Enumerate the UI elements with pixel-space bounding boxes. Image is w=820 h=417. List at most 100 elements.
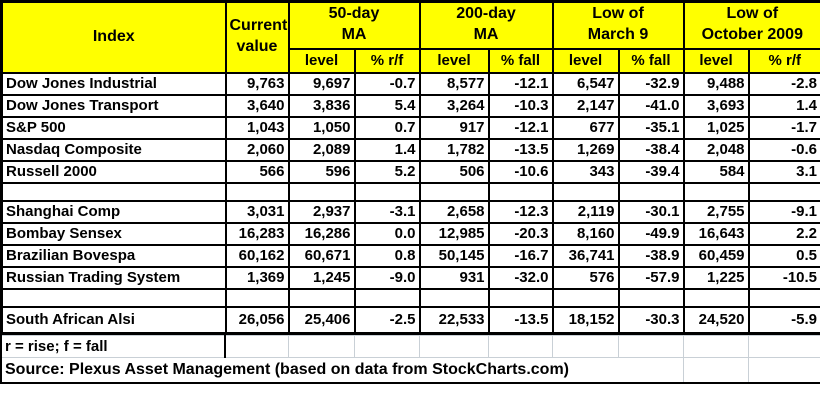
value-cell: 2,147: [551, 93, 620, 118]
value-cell: -9.0: [353, 265, 421, 290]
table-row: Dow Jones Industrial 9,763 9,697 -0.7 8,577-…: [0, 71, 820, 96]
spacer-cell: [487, 181, 554, 202]
header-row-groups: Index Current value 50-day MA 200-day MA…: [0, 0, 820, 74]
value-cell: 60,671: [287, 243, 356, 268]
header-50day-line1: 50-day: [328, 5, 380, 23]
value-cell: 566: [224, 159, 290, 184]
value-cell: -57.9: [617, 265, 685, 290]
value-cell: 3,031: [224, 199, 290, 224]
value-cell: 0.7: [353, 115, 421, 140]
header-current-line1: Current: [229, 17, 288, 35]
value-cell: -49.9: [617, 221, 685, 246]
value-cell: 2,048: [682, 137, 750, 162]
value-cell: 36,741: [551, 243, 620, 268]
header-march9-line1: Low of: [592, 5, 644, 23]
index-name-cell: South African Alsi: [0, 305, 227, 335]
value-cell: -20.3: [487, 221, 554, 246]
value-cell: 9,763: [224, 71, 290, 96]
table-row: Brazilian Bovespa 60,162 60,671 0.8 50,145 -1…: [0, 243, 820, 268]
value-cell: -13.5: [487, 305, 554, 335]
value-cell: 677: [551, 115, 620, 140]
value-cell: 1.4: [747, 93, 820, 118]
value-cell: -38.9: [617, 243, 685, 268]
value-cell: -5.9: [747, 305, 820, 335]
value-cell: -16.7: [487, 243, 554, 268]
subheader-march9-pct: % fall: [617, 47, 685, 74]
value-cell: -10.3: [487, 93, 554, 118]
spacer-cell: [0, 181, 227, 202]
value-cell: 50,145: [418, 243, 490, 268]
empty-cell: [418, 335, 489, 358]
value-cell: 596: [287, 159, 356, 184]
empty-cell: [682, 335, 749, 358]
footnote-cell: r = rise; f = fall: [0, 335, 226, 358]
spacer-cell: [682, 287, 750, 308]
footer-area: r = rise; f = fall Source: Plexus Asset …: [0, 335, 820, 384]
empty-cell: [682, 357, 749, 383]
subheader-october-pct: % r/f: [747, 47, 820, 74]
value-cell: 584: [682, 159, 750, 184]
index-table-body: Dow Jones Industrial 9,763 9,697 -0.7 8,577-…: [0, 71, 820, 335]
source-cell: Source: Plexus Asset Management (based o…: [0, 357, 684, 383]
index-name-cell: Nasdaq Composite: [0, 137, 227, 162]
empty-cell: [747, 357, 820, 383]
value-cell: 576: [551, 265, 620, 290]
value-cell: -12.3: [487, 199, 554, 224]
value-cell: -30.3: [617, 305, 685, 335]
spacer-row: [0, 181, 820, 202]
value-cell: 22,533: [418, 305, 490, 335]
value-cell: 1,369: [224, 265, 290, 290]
value-cell: 2,937: [287, 199, 356, 224]
value-cell: 2,060: [224, 137, 290, 162]
header-current-value: Current value: [224, 0, 290, 74]
value-cell: -2.8: [747, 71, 820, 96]
value-cell: 1,025: [682, 115, 750, 140]
value-cell: 26,056: [224, 305, 290, 335]
value-cell: -12.1: [487, 71, 554, 96]
value-cell: 1.4: [353, 137, 421, 162]
spacer-cell: [353, 181, 421, 202]
value-cell: 1,782: [418, 137, 490, 162]
table-row: Bombay Sensex 16,283 16,286 0.0 12,985 -20.3 8…: [0, 221, 820, 246]
table-row: Shanghai Comp 3,031 2,937 -3.1 2,658 -12.3 2,1…: [0, 199, 820, 224]
value-cell: 9,697: [287, 71, 356, 96]
value-cell: 8,577: [418, 71, 490, 96]
header-50day-ma: 50-day MA: [287, 0, 421, 50]
value-cell: 16,643: [682, 221, 750, 246]
value-cell: -13.5: [487, 137, 554, 162]
header-index: Index: [0, 0, 227, 74]
value-cell: 3,693: [682, 93, 750, 118]
source-row: Source: Plexus Asset Management (based o…: [0, 357, 820, 383]
spacer-cell: [287, 181, 356, 202]
subheader-50day-level: level: [287, 47, 356, 74]
spacer-cell: [747, 287, 820, 308]
table-row: South African Alsi 26,056 25,406 -2.5 22,533…: [0, 305, 820, 335]
value-cell: -32.9: [617, 71, 685, 96]
value-cell: 3.1: [747, 159, 820, 184]
value-cell: 5.2: [353, 159, 421, 184]
header-current-line2: value: [236, 38, 278, 56]
subheader-200day-level: level: [418, 47, 490, 74]
main-table: Index Current value 50-day MA 200-day MA…: [0, 0, 820, 335]
value-cell: 917: [418, 115, 490, 140]
value-cell: 506: [418, 159, 490, 184]
value-cell: 1,269: [551, 137, 620, 162]
value-cell: -39.4: [617, 159, 685, 184]
spacer-cell: [353, 287, 421, 308]
value-cell: 931: [418, 265, 490, 290]
value-cell: 0.8: [353, 243, 421, 268]
value-cell: 2,658: [418, 199, 490, 224]
value-cell: 60,459: [682, 243, 750, 268]
value-cell: -35.1: [617, 115, 685, 140]
table-row: Dow Jones Transport 3,640 3,836 5.4 3,264 -10…: [0, 93, 820, 118]
index-name-cell: Brazilian Bovespa: [0, 243, 227, 268]
index-name-cell: Bombay Sensex: [0, 221, 227, 246]
value-cell: 2.2: [747, 221, 820, 246]
spacer-cell: [551, 287, 620, 308]
index-name-cell: S&P 500: [0, 115, 227, 140]
footnote-row: r = rise; f = fall: [0, 335, 820, 358]
spacer-cell: [682, 181, 750, 202]
header-october-line1: Low of: [726, 5, 779, 23]
value-cell: 25,406: [287, 305, 356, 335]
